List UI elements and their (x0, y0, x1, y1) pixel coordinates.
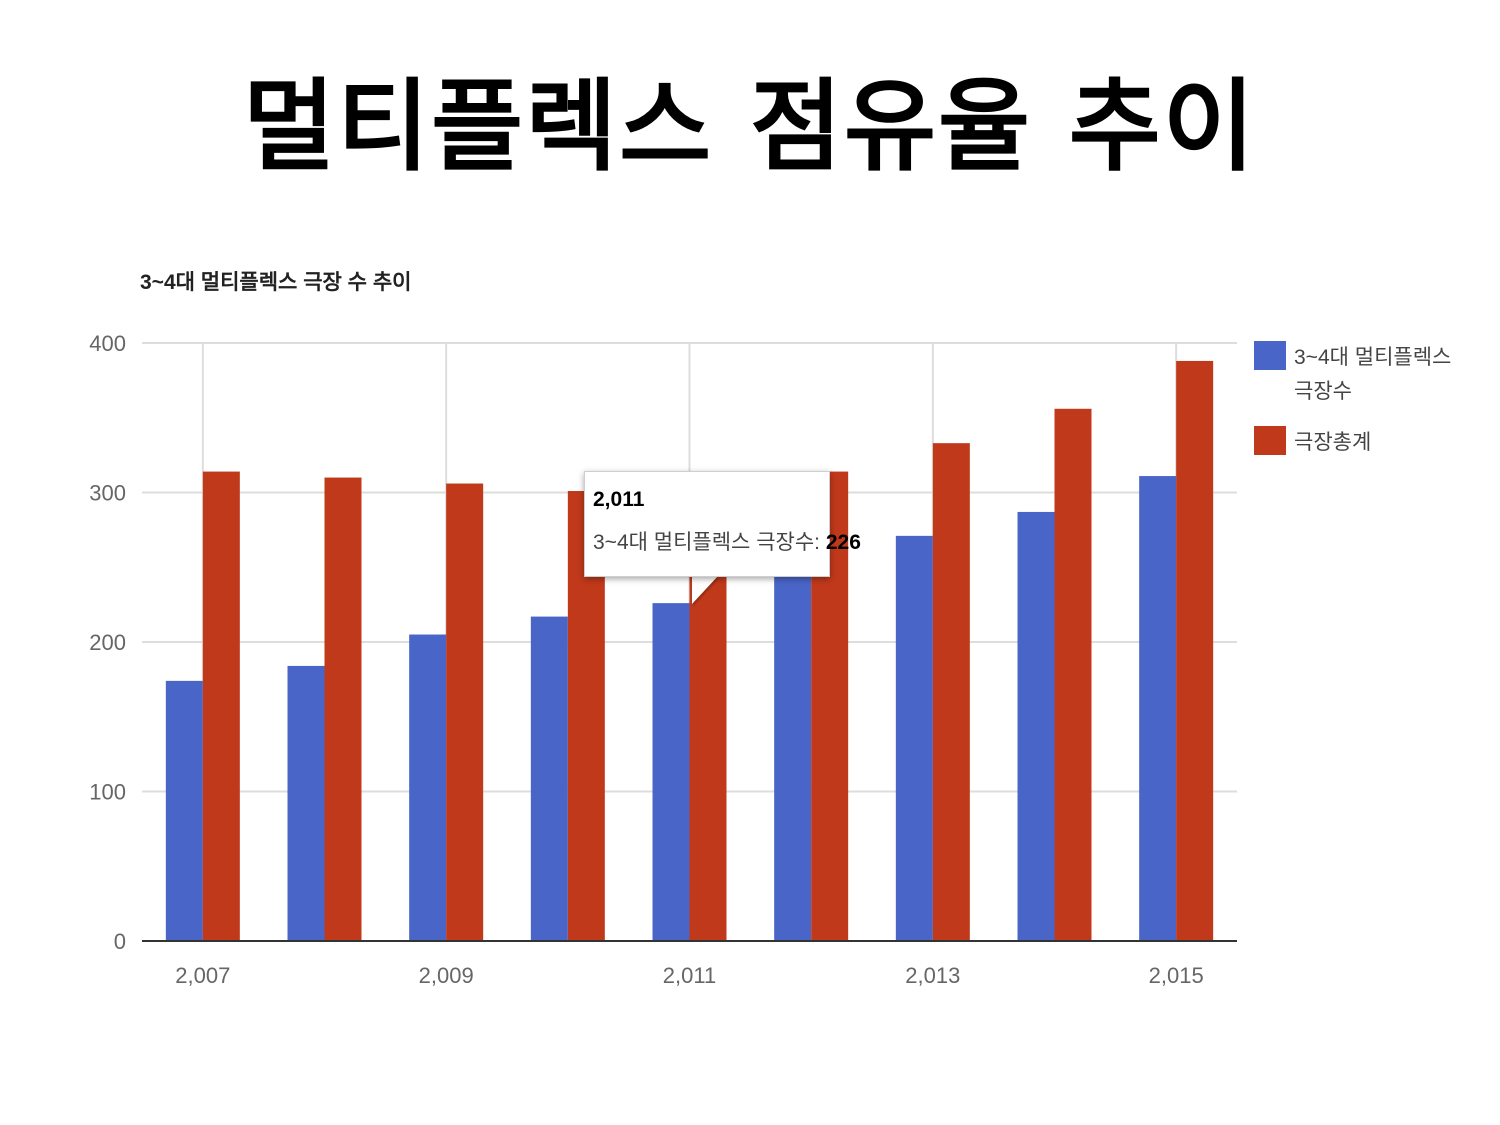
bar-multiplex[interactable] (774, 573, 812, 941)
tooltip-pointer (692, 576, 718, 604)
y-tick-label: 200 (89, 630, 126, 655)
bar-multiplex[interactable] (409, 634, 447, 941)
y-tick-label: 300 (89, 481, 126, 506)
y-tick-label: 100 (89, 780, 126, 805)
bar-multiplex[interactable] (895, 535, 933, 941)
tooltip-series: 3~4대 멀티플렉스 극장수: 226 (593, 526, 861, 556)
bar-total[interactable] (324, 477, 362, 941)
bar-multiplex[interactable] (1139, 476, 1177, 941)
bar-multiplex[interactable] (530, 616, 568, 941)
x-tick-label: 2,009 (419, 963, 474, 988)
y-tick-label: 400 (89, 331, 126, 356)
bar-total[interactable] (202, 471, 240, 941)
y-tick-label: 0 (114, 929, 126, 954)
tooltip-series-label: 3~4대 멀티플렉스 극장수: (593, 531, 826, 554)
bar-total[interactable] (1054, 408, 1092, 941)
x-tick-label: 2,015 (1149, 963, 1204, 988)
bar-multiplex[interactable] (287, 665, 325, 941)
tooltip-value: 226 (825, 531, 861, 554)
x-tick-label: 2,011 (663, 963, 716, 988)
bar-total[interactable] (446, 483, 484, 941)
legend-label-total: 극장총계 (1294, 431, 1371, 454)
slide-title: 멀티플렉스 점유율 추이 (243, 68, 1257, 185)
legend-swatch-multiplex (1254, 341, 1286, 370)
tooltip: 2,011 3~4대 멀티플렉스 극장수: 226 (584, 471, 861, 577)
legend-swatch-total (1254, 426, 1286, 455)
bar-multiplex[interactable] (652, 603, 690, 941)
chart-title: 3~4대 멀티플렉스 극장 수 추이 (140, 271, 412, 294)
x-tick-label: 2,007 (175, 963, 230, 988)
bar-total[interactable] (1176, 360, 1214, 941)
bar-multiplex[interactable] (1017, 511, 1055, 941)
bar-total[interactable] (932, 443, 970, 941)
x-tick-label: 2,013 (905, 963, 960, 988)
legend-label-multiplex: 3~4대 멀티플렉스 극장수 (1294, 346, 1451, 403)
tooltip-x-value: 2,011 (593, 488, 645, 511)
bar-multiplex[interactable] (165, 680, 203, 941)
axes: 0 100 200 300 400 2,007 2,009 2,011 2,013 2,015 (89, 331, 1237, 988)
